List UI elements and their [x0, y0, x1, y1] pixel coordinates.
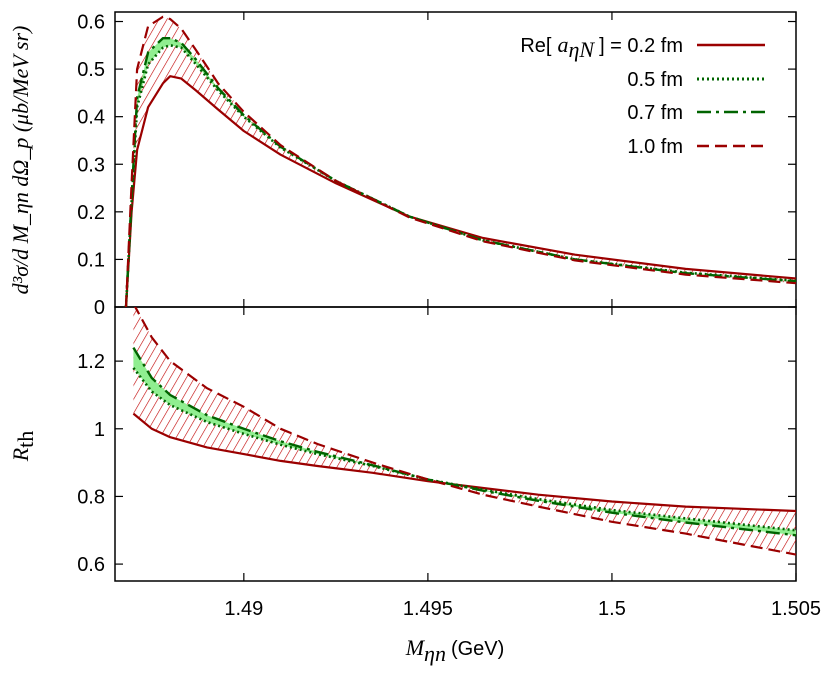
- bottom-series-line-1.0fm: [133, 307, 796, 556]
- top-series-line-0.7fm: [124, 37, 796, 307]
- top-y-axis-title: d³σ/d M_ηn dΩ_p (μb/MeV sr): [8, 26, 33, 295]
- x-tick-label: 1.505: [771, 598, 821, 620]
- top-y-tick-label: 0: [94, 297, 105, 319]
- x-tick-label: 1.49: [224, 598, 263, 620]
- legend-entry-4-label: 1.0 fm: [627, 136, 683, 158]
- top-y-tick-label: 0.5: [77, 59, 105, 81]
- bottom-series-line-0.2fm: [132, 412, 796, 513]
- bottom-y-tick-label: 1.2: [77, 351, 105, 373]
- top-y-tick-label: 0.2: [77, 202, 105, 224]
- top-y-tick-label: 0.1: [77, 249, 105, 271]
- bottom-y-tick-label: 0.8: [77, 486, 105, 508]
- bottom-red-hatched-band: [133, 307, 796, 555]
- x-axis-title: Mηn (GeV): [405, 635, 505, 666]
- bottom-y-axis-title: Rth: [8, 431, 38, 463]
- bottom-y-tick-label: 0.6: [77, 554, 105, 576]
- bottom-series-line-0.5fm: [132, 367, 796, 532]
- legend-entry-1-label: Re[aηN] = 0.2 fm: [520, 32, 683, 62]
- bottom-series-line-0.7fm: [132, 346, 796, 537]
- x-tick-label: 1.5: [598, 598, 626, 620]
- bottom-y-tick-label: 1: [94, 419, 105, 441]
- bottom-panel-frame: [114, 306, 797, 582]
- top-y-tick-label: 0.4: [77, 107, 105, 129]
- top-series-line-1.0fm: [124, 15, 796, 307]
- top-y-tick-label: 0.6: [77, 12, 105, 34]
- legend-background: [445, 27, 785, 167]
- legend-entry-2-label: 0.5 fm: [627, 69, 683, 91]
- x-tick-label: 1.495: [403, 598, 453, 620]
- legend: Re[aηN] = 0.2 fm 0.5 fm 0.7 fm 1.0 fm: [445, 27, 785, 167]
- top-y-tick-label: 0.3: [77, 154, 105, 176]
- top-series-line-0.2fm: [124, 75, 796, 307]
- legend-entry-3-label: 0.7 fm: [627, 102, 683, 124]
